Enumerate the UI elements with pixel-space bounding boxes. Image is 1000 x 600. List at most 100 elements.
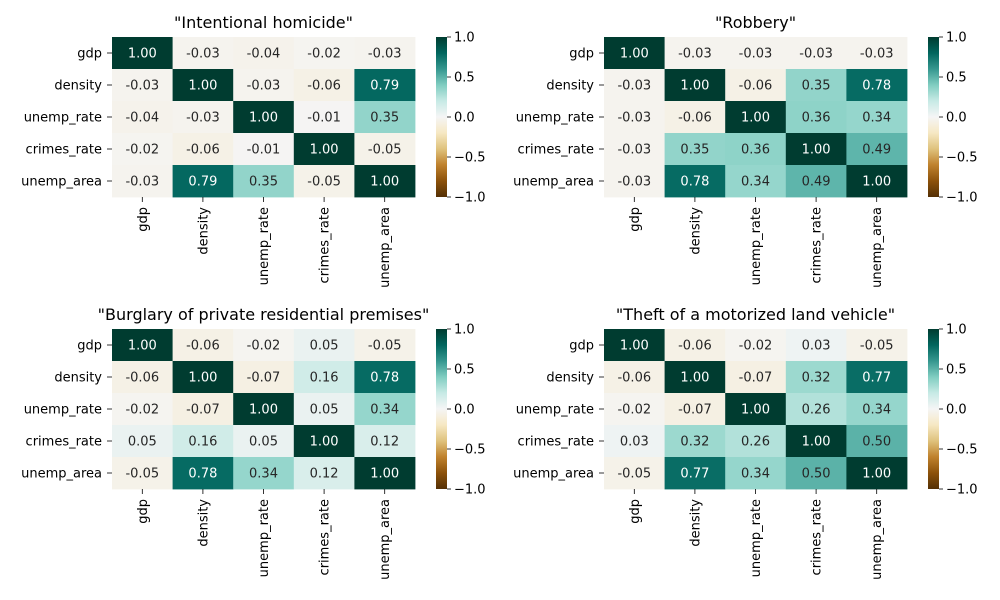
x-tick-label: density: [688, 499, 703, 547]
colorbar-tick-label: −1.0: [454, 191, 486, 206]
cell-value-label: 0.16: [188, 435, 217, 450]
y-tick-label: crimes_rate: [518, 435, 594, 450]
heatmap-cell: [664, 101, 726, 134]
y-tick-label: unemp_rate: [516, 111, 594, 126]
heatmap-cell: [725, 101, 787, 134]
cell-value-label: 0.32: [680, 435, 709, 450]
heatmap-cell: [725, 425, 787, 458]
heatmap-cell: [354, 457, 416, 490]
heatmap-cell: [846, 37, 908, 70]
y-tick-label: gdp: [77, 47, 102, 62]
heatmap-cell: [233, 69, 295, 102]
cell-value-label: 1.00: [680, 371, 709, 386]
heatmap-cell: [172, 425, 234, 458]
cell-value-label: -0.03: [799, 47, 833, 62]
colorbar: [436, 37, 447, 197]
heatmap-cell: [293, 69, 355, 102]
cell-value-label: 1.00: [862, 467, 891, 482]
colorbar-tick-label: −1.0: [454, 483, 486, 498]
heatmap-cell: [604, 425, 665, 458]
cell-value-label: 1.00: [741, 403, 770, 418]
heatmap-cell: [293, 101, 355, 134]
cell-value-label: 0.34: [370, 403, 399, 418]
heatmap-cell: [846, 457, 908, 490]
cell-value-label: 0.05: [128, 435, 157, 450]
colorbar: [928, 37, 939, 197]
heatmap-cell: [172, 361, 234, 394]
cell-value-label: 0.34: [741, 175, 770, 190]
y-tick-label: density: [546, 371, 594, 386]
heatmap-cell: [785, 425, 847, 458]
cell-value-label: -0.03: [186, 47, 220, 62]
colorbar-tick-label: −0.5: [454, 443, 486, 458]
heatmap-cell: [293, 329, 355, 362]
cell-value-label: 1.00: [128, 47, 157, 62]
chart-title: "Burglary of private residential premise…: [98, 305, 430, 324]
cell-value-label: -0.06: [186, 143, 220, 158]
x-tick-label: gdp: [628, 499, 643, 524]
cell-value-label: 0.26: [802, 403, 831, 418]
cell-value-label: -0.03: [617, 111, 651, 126]
x-tick-label: density: [196, 499, 211, 547]
heatmap-cell: [354, 101, 416, 134]
heatmap-cell: [112, 37, 173, 70]
x-tick-label: unemp_rate: [749, 499, 764, 577]
cell-value-label: 0.34: [862, 111, 891, 126]
cell-value-label: 1.00: [680, 79, 709, 94]
heatmap-cell: [354, 37, 416, 70]
cell-value-label: -0.05: [125, 467, 159, 482]
cell-value-label: -0.05: [307, 175, 341, 190]
heatmap-cell: [354, 69, 416, 102]
heatmap-cell: [604, 69, 665, 102]
colorbar-tick-label: −0.5: [946, 443, 978, 458]
x-tick-label: unemp_area: [378, 207, 393, 288]
cell-value-label: 1.00: [370, 467, 399, 482]
cell-value-label: -0.02: [307, 47, 341, 62]
y-tick-label: unemp_area: [513, 175, 594, 190]
heatmap-cell: [112, 457, 173, 490]
x-tick-label: density: [688, 207, 703, 255]
cell-value-label: -0.01: [307, 111, 341, 126]
heatmap-cell: [233, 361, 295, 394]
cell-value-label: 0.50: [802, 467, 831, 482]
colorbar-tick-label: 1.0: [454, 31, 475, 46]
heatmap-cell: [725, 329, 787, 362]
colorbar-tick-label: 1.0: [946, 31, 967, 46]
y-tick-label: density: [54, 371, 102, 386]
cell-value-label: -0.02: [125, 403, 159, 418]
cell-value-label: -0.05: [617, 467, 651, 482]
heatmap-cell: [172, 393, 234, 426]
heatmap-cell: [112, 393, 173, 426]
heatmap-cell: [233, 457, 295, 490]
y-tick-label: unemp_area: [513, 467, 594, 482]
heatmap-cell: [604, 329, 665, 362]
cell-value-label: 1.00: [862, 175, 891, 190]
cell-value-label: 1.00: [802, 143, 831, 158]
x-tick-label: unemp_rate: [749, 207, 764, 285]
cell-value-label: 0.36: [802, 111, 831, 126]
cell-value-label: 0.78: [680, 175, 709, 190]
heatmap-cell: [846, 165, 908, 198]
heatmap-cell: [293, 37, 355, 70]
y-tick-label: density: [546, 79, 594, 94]
x-tick-label: unemp_rate: [257, 207, 272, 285]
heatmap-cell: [725, 37, 787, 70]
cell-value-label: 0.49: [802, 175, 831, 190]
y-tick-label: gdp: [569, 339, 594, 354]
x-tick-label: unemp_rate: [257, 499, 272, 577]
cell-value-label: 0.05: [249, 435, 278, 450]
cell-value-label: 0.03: [620, 435, 649, 450]
cell-value-label: 0.05: [310, 339, 339, 354]
cell-value-label: 0.35: [370, 111, 399, 126]
heatmap-cell: [233, 37, 295, 70]
heatmap-panel: "Theft of a motorized land vehicle" 1.00 -…: [513, 305, 977, 580]
cell-value-label: -0.05: [368, 339, 402, 354]
heatmap-cell: [604, 101, 665, 134]
heatmap-cell: [112, 101, 173, 134]
heatmap-cell: [604, 37, 665, 70]
cell-value-label: 1.00: [741, 111, 770, 126]
heatmap-cell: [604, 457, 665, 490]
heatmap-cell: [846, 425, 908, 458]
heatmap-cell: [785, 457, 847, 490]
heatmap-cell: [846, 101, 908, 134]
